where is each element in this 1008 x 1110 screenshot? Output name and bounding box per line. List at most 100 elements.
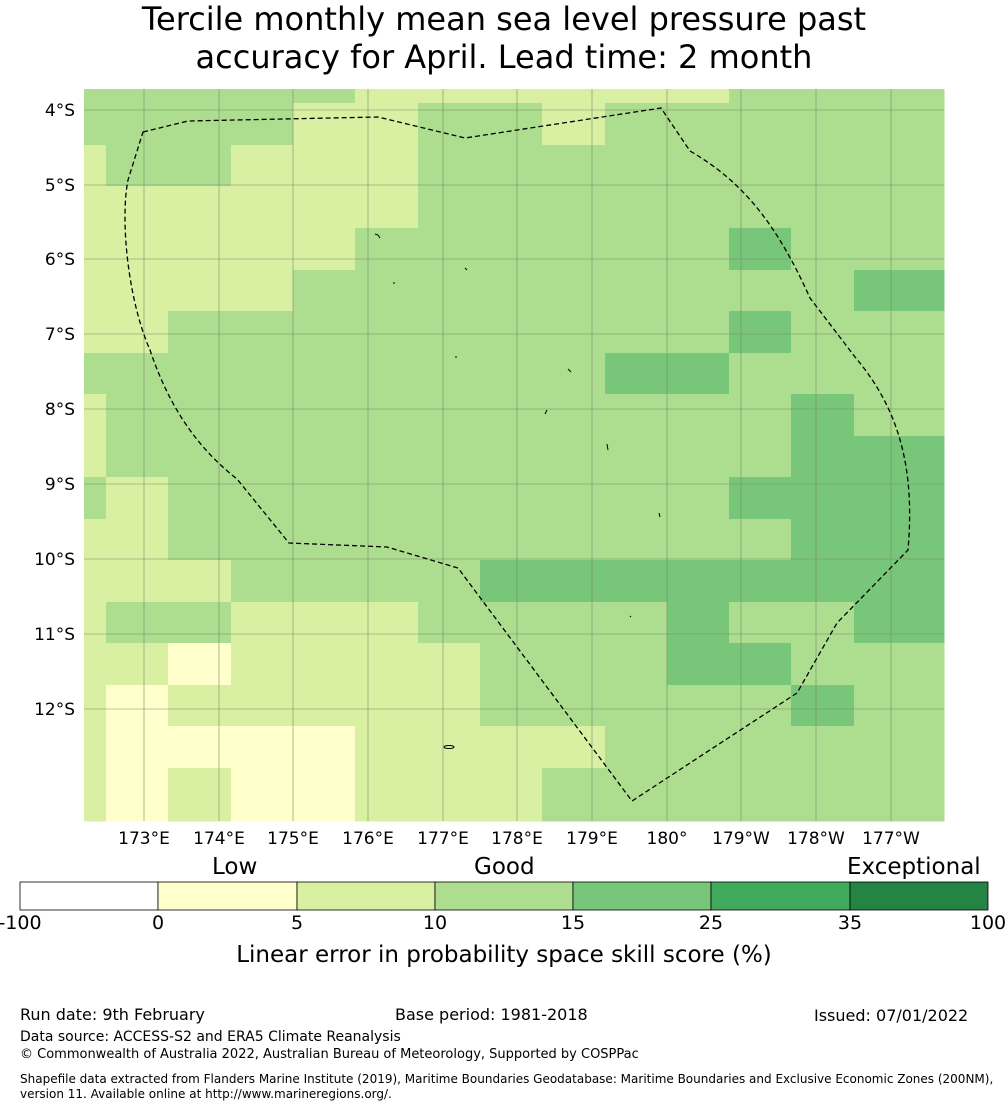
graticule [84, 89, 944, 821]
skill-cell [854, 685, 917, 727]
skill-cell [168, 768, 232, 810]
skill-cell [854, 394, 917, 437]
skill-cell [168, 685, 232, 727]
skill-cell [84, 436, 107, 478]
skill-cell [293, 436, 356, 478]
skill-cell [355, 602, 419, 644]
skill-cell [605, 602, 668, 644]
skill-cell [667, 726, 730, 769]
skill-cell [293, 89, 356, 104]
skill-cell [667, 89, 730, 104]
skill-cell [106, 809, 169, 822]
skill-cell [791, 809, 855, 822]
skill-cell [293, 519, 356, 561]
skill-cell [231, 394, 294, 437]
skill-cell [293, 394, 356, 437]
skill-cell [480, 394, 543, 437]
skill-cell [293, 560, 356, 603]
skill-cell [418, 477, 481, 520]
skill-cell [605, 311, 668, 354]
skill-cell [418, 643, 481, 686]
skill-cell [106, 560, 169, 603]
skill-cell [84, 560, 107, 603]
skill-cell [84, 394, 107, 437]
skill-cell [84, 602, 107, 644]
lat-label: 8°S [45, 400, 75, 420]
colorbar-tick: 25 [698, 912, 724, 934]
skill-cell [106, 311, 169, 354]
legend-category-exceptional: Exceptional [847, 854, 981, 880]
skill-cell [729, 809, 792, 822]
skill-cell [84, 89, 107, 104]
skill-cell [791, 353, 855, 395]
skill-cell [106, 103, 169, 146]
skill-cell [667, 228, 730, 271]
skill-cell [854, 228, 917, 271]
skill-cell [231, 768, 294, 810]
skill-cell [480, 643, 543, 686]
skill-cell [106, 436, 169, 478]
skill-cell [418, 186, 481, 229]
colorbar-segment [296, 881, 436, 911]
skill-cell [667, 145, 730, 187]
skill-cell [729, 145, 792, 187]
skill-cell [791, 602, 855, 644]
skill-cell [667, 809, 730, 822]
skill-cell [480, 311, 543, 354]
skill-cell [106, 477, 169, 520]
skill-cell [418, 145, 481, 187]
skill-cell [854, 311, 917, 354]
skill-cell [168, 477, 232, 520]
colorbar-segment [572, 881, 712, 911]
skill-cell [542, 726, 606, 769]
skill-cell [84, 726, 107, 769]
skill-cell [480, 186, 543, 229]
skill-cell [542, 228, 606, 271]
chart-title: Tercile monthly mean sea level pressure … [0, 0, 1008, 76]
skill-cell [854, 643, 917, 686]
skill-cell [729, 89, 792, 104]
skill-cell [729, 228, 792, 271]
colorbar-segment [849, 881, 989, 911]
skill-cell [480, 726, 543, 769]
skill-cell [542, 809, 606, 822]
skill-cell [168, 394, 232, 437]
skill-cell [106, 270, 169, 312]
skill-cell [480, 519, 543, 561]
skill-cell [168, 353, 232, 395]
skill-cell [231, 311, 294, 354]
skill-cell [355, 809, 419, 822]
skill-cell [168, 560, 232, 603]
skill-cell [84, 311, 107, 354]
skill-cell [231, 228, 294, 271]
skill-cell [729, 477, 792, 520]
skill-cell [480, 685, 543, 727]
colorbar-tick: 100 [969, 912, 1007, 934]
skill-cell [355, 186, 419, 229]
colorbar-segment [434, 881, 574, 911]
skill-cell [84, 228, 107, 271]
skill-cell [106, 685, 169, 727]
skill-cell [605, 809, 668, 822]
skill-cell [667, 270, 730, 312]
lat-label: 10°S [34, 550, 75, 570]
skill-cell [480, 228, 543, 271]
legend-category-good: Good [474, 854, 535, 880]
skill-cell [542, 436, 606, 478]
skill-cell [418, 270, 481, 312]
skill-cell [355, 394, 419, 437]
skill-cell [605, 228, 668, 271]
skill-cell [168, 228, 232, 271]
skill-cell [418, 89, 481, 104]
skill-cell [916, 477, 945, 520]
skill-cell [667, 643, 730, 686]
skill-cell [542, 394, 606, 437]
skill-cell [106, 643, 169, 686]
lat-label: 7°S [45, 325, 75, 345]
skill-cell [916, 228, 945, 271]
island [464, 267, 468, 271]
skill-cell [106, 89, 169, 104]
skill-cell [667, 519, 730, 561]
skill-cell [355, 643, 419, 686]
skill-cell [667, 477, 730, 520]
